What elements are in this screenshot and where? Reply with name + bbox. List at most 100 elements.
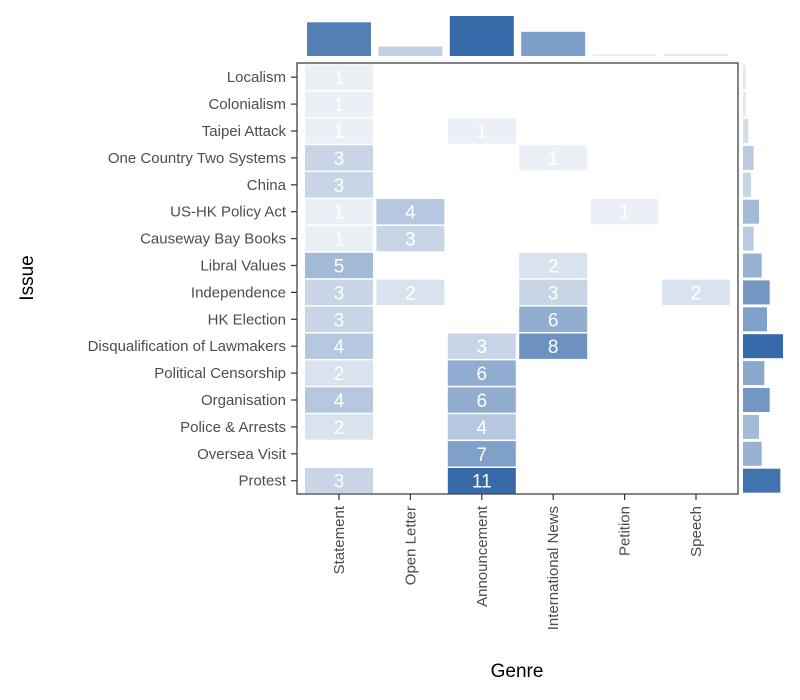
heatmap-cell-independence-international-news: [519, 279, 588, 306]
row-total-bar-organisation: [743, 388, 770, 412]
cell-value-label: 1: [334, 230, 345, 251]
x-tick-label-speech: Speech: [688, 506, 705, 557]
row-total-bar-protest: [743, 468, 781, 493]
row-total-bar-hk-election: [743, 307, 767, 332]
cell-value-label: 3: [334, 149, 345, 170]
heatmap-cell-one-country-two-systems-international-news: [519, 145, 588, 171]
heatmap-cell-one-country-two-systems-statement: [305, 145, 373, 171]
heatmap-cell-taipei-attack-statement: [305, 118, 373, 144]
heatmap-cell-protest-statement: [305, 468, 373, 494]
row-total-bar-china: [743, 172, 751, 197]
heatmap-cell-libral-values-international-news: [519, 252, 588, 279]
x-tick-label-petition: Petition: [617, 506, 634, 556]
heatmap-cell-colonialism-statement: [305, 91, 373, 117]
cell-value-label: 1: [548, 149, 559, 170]
heatmap-cell-taipei-attack-announcement: [447, 118, 516, 144]
heatmap-cell-police-and-arrests-statement: [305, 414, 373, 440]
cell-value-label: 7: [477, 445, 488, 466]
row-total-bar-libral-values: [743, 253, 762, 278]
row-total-bar-causeway-bay-books: [743, 226, 754, 251]
cell-value-label: 11: [472, 472, 492, 493]
heatmap-cell-us-hk-policy-act-open-letter: [376, 199, 445, 225]
heatmap-cell-causeway-bay-books-statement: [305, 225, 373, 252]
heatmap-cell-disqualification-of-lawmakers-announcement: [447, 333, 516, 359]
column-total-bar-speech: [664, 53, 728, 56]
cell-value-label: 3: [334, 472, 345, 493]
cell-value-label: 6: [477, 391, 488, 412]
y-axis: Localism Colonialism Taipei Attack One Coun…: [88, 69, 297, 490]
y-tick-label-hk-election: HK Election: [208, 311, 286, 328]
cell-value-label: 3: [334, 283, 345, 304]
cell-value-label: 3: [334, 310, 345, 331]
y-tick-label-disqualification-of-lawmakers: Disqualification of Lawmakers: [88, 338, 286, 355]
heatmap-cells: 111 13 131 4 11 35 23 2 3 23 64 3 82 64 62 473 11: [305, 64, 730, 494]
heatmap-cell-independence-speech: [662, 279, 730, 306]
y-tick-label-china: China: [247, 177, 287, 194]
heatmap-cell-hk-election-statement: [305, 306, 373, 332]
row-total-bar-us-hk-policy-act: [743, 199, 759, 224]
column-total-bar-announcement: [449, 16, 514, 56]
heatmap-cell-disqualification-of-lawmakers-international-news: [519, 333, 588, 359]
heatmap-cell-us-hk-policy-act-statement: [305, 199, 373, 225]
cell-value-label: 1: [334, 122, 345, 143]
y-tick-label-us-hk-policy-act: US-HK Policy Act: [170, 204, 287, 221]
y-tick-label-organisation: Organisation: [201, 392, 286, 409]
cell-value-label: 3: [334, 176, 345, 197]
x-tick-label-statement: Statement: [331, 505, 348, 574]
heatmap-cell-oversea-visit-announcement: [447, 441, 516, 467]
right-marginal-bars: [743, 65, 783, 493]
cell-value-label: 6: [477, 364, 488, 385]
cell-value-label: 3: [405, 230, 416, 251]
heatmap-cell-organisation-announcement: [447, 387, 516, 413]
heatmap-cell-china-statement: [305, 172, 373, 198]
x-axis-title: Genre: [491, 661, 544, 682]
heatmap-cell-localism-statement: [305, 64, 373, 90]
y-tick-label-police-and-arrests: Police & Arrests: [180, 419, 286, 436]
x-tick-label-international-news: International News: [545, 506, 562, 630]
row-total-bar-taipei-attack: [743, 119, 749, 143]
y-tick-label-taipei-attack: Taipei Attack: [202, 123, 287, 140]
y-tick-label-one-country-two-systems: One Country Two Systems: [108, 150, 286, 167]
row-total-bar-independence: [743, 280, 770, 305]
top-marginal-bars: [307, 16, 728, 57]
heatmap-cell-us-hk-policy-act-petition: [590, 199, 659, 225]
cell-value-label: 1: [334, 203, 345, 224]
cell-value-label: 1: [477, 122, 488, 143]
row-total-bar-colonialism: [743, 92, 746, 117]
x-tick-label-announcement: Announcement: [474, 505, 491, 607]
row-total-bar-disqualification-of-lawmakers: [743, 334, 783, 359]
heatmap-cell-political-censorship-announcement: [447, 360, 516, 386]
row-total-bar-localism: [743, 65, 746, 90]
y-tick-label-localism: Localism: [227, 69, 286, 86]
heatmap-panel-border: [296, 62, 739, 495]
cell-value-label: 2: [548, 257, 559, 278]
column-total-bar-open-letter: [378, 46, 443, 56]
cell-value-label: 5: [334, 257, 345, 278]
cell-value-label: 2: [691, 283, 702, 304]
cell-value-label: 8: [548, 337, 559, 358]
cell-value-label: 3: [548, 283, 559, 304]
heatmap-cell-libral-values-statement: [305, 252, 373, 279]
y-tick-label-political-censorship: Political Censorship: [154, 365, 286, 382]
cell-value-label: 1: [334, 68, 345, 89]
row-total-bar-oversea-visit: [743, 441, 762, 466]
row-total-bar-one-country-two-systems: [743, 145, 754, 170]
y-tick-label-causeway-bay-books: Causeway Bay Books: [140, 231, 286, 248]
column-total-bar-statement: [307, 22, 371, 57]
cell-value-label: 4: [334, 391, 345, 412]
heatmap-cell-political-censorship-statement: [305, 360, 373, 386]
cell-value-label: 2: [405, 283, 416, 304]
cell-value-label: 1: [334, 95, 345, 116]
y-tick-label-oversea-visit: Oversea Visit: [197, 446, 287, 463]
cell-value-label: 4: [477, 418, 488, 439]
heatmap-cell-hk-election-international-news: [519, 306, 588, 332]
cell-value-label: 4: [405, 203, 416, 224]
y-tick-label-independence: Independence: [191, 284, 286, 301]
heatmap-cell-independence-statement: [305, 279, 373, 306]
cell-value-label: 1: [619, 203, 630, 224]
cell-value-label: 4: [334, 337, 345, 358]
y-axis-title: Issue: [17, 255, 38, 300]
cell-value-label: 2: [334, 418, 345, 439]
y-tick-label-protest: Protest: [238, 473, 286, 490]
